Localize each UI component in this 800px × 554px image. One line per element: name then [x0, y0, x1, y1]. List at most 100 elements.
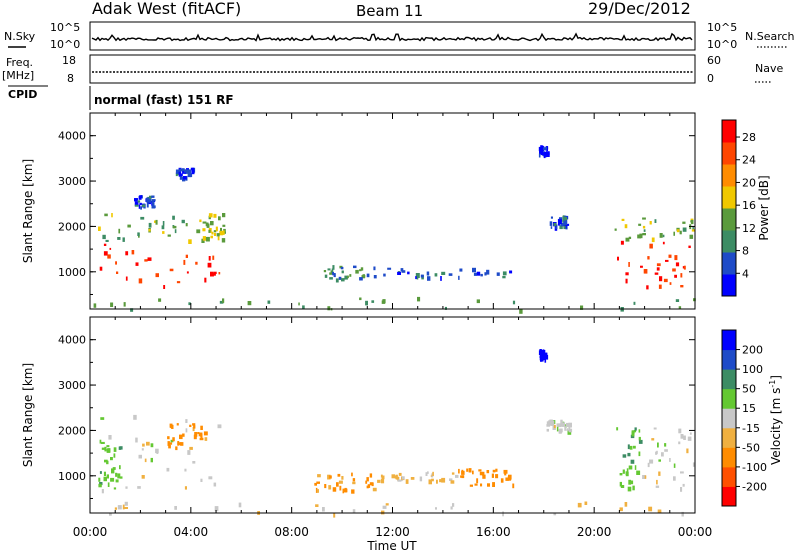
heatmap-cell — [563, 220, 568, 225]
heatmap-cell — [458, 275, 460, 280]
heatmap-cell — [451, 472, 455, 475]
heatmap-cell — [185, 428, 188, 433]
heatmap-cell — [208, 476, 213, 480]
heatmap-cell — [154, 220, 156, 223]
heatmap-cell — [316, 489, 319, 493]
heatmap-cell — [115, 472, 118, 477]
heatmap-cell — [668, 254, 672, 258]
x-tick-label: 00:00 — [678, 525, 713, 539]
heatmap-cell — [539, 349, 542, 352]
velocity-colorbar-segment — [722, 349, 736, 370]
heatmap-cell — [332, 265, 335, 270]
heatmap-cell — [405, 479, 409, 484]
freq-label: Freq. — [6, 56, 33, 69]
heatmap-cell — [141, 204, 145, 208]
nsearch-label: N.Search — [745, 30, 795, 43]
power-colorbar-tick-label: 16 — [742, 199, 756, 212]
heatmap-cell — [664, 443, 667, 447]
heatmap-cell — [178, 169, 180, 173]
heatmap-cell — [146, 203, 149, 208]
heatmap-cell — [682, 221, 686, 224]
velocity-colorbar-label-sup: -1 — [768, 380, 777, 388]
heatmap-cell — [146, 197, 150, 203]
heatmap-cell — [104, 213, 108, 217]
heatmap-cell — [486, 269, 490, 275]
heatmap-cell — [644, 269, 648, 274]
heatmap-cell — [176, 173, 179, 176]
heatmap-cell — [431, 478, 434, 482]
heatmap-cell — [105, 239, 109, 242]
heatmap-cell — [492, 469, 496, 473]
heatmap-cell — [563, 216, 568, 221]
heatmap-cell — [476, 271, 481, 276]
heatmap-cell — [631, 431, 635, 437]
heatmap-cell — [341, 278, 345, 282]
heatmap-cell — [458, 468, 460, 474]
heatmap-cell — [407, 271, 410, 275]
heatmap-cell — [328, 485, 332, 490]
heatmap-cell — [397, 476, 400, 481]
heatmap-cell — [556, 423, 561, 427]
power-colorbar-tick-label: 24 — [742, 154, 756, 167]
heatmap-cell — [333, 512, 336, 518]
heatmap-cell — [110, 302, 114, 307]
heatmap-cell — [638, 436, 641, 441]
velocity-colorbar-tick-label: -50 — [742, 441, 760, 454]
heatmap-cell — [690, 219, 694, 225]
heatmap-cell — [401, 270, 406, 273]
heatmap-cell — [466, 468, 469, 472]
heatmap-cell — [208, 215, 211, 220]
heatmap-cell — [638, 439, 643, 444]
heatmap-cell — [682, 227, 687, 232]
heatmap-cell — [397, 271, 401, 275]
heatmap-cell — [339, 485, 342, 491]
heatmap-cell — [106, 460, 109, 465]
heatmap-cell — [223, 230, 225, 235]
heatmap-cell — [103, 251, 108, 256]
heatmap-cell — [151, 195, 155, 198]
heatmap-cell — [141, 448, 144, 451]
y-tick-label: 1000 — [58, 470, 86, 483]
heatmap-cell — [134, 201, 139, 207]
heatmap-cell — [649, 221, 652, 225]
heatmap-cell — [669, 282, 672, 285]
heatmap-cell — [204, 437, 208, 441]
heatmap-cell — [202, 221, 207, 224]
y-tick-label: 1000 — [58, 266, 86, 279]
heatmap-cell — [566, 422, 570, 428]
velocity-colorbar-segment — [722, 466, 736, 487]
heatmap-cell — [631, 430, 635, 434]
heatmap-cell — [327, 306, 331, 311]
heatmap-cell — [329, 272, 333, 275]
heatmap-cell — [178, 171, 182, 177]
heatmap-cell — [484, 272, 487, 276]
power-colorbar-segment — [722, 164, 736, 187]
heatmap-cell — [99, 439, 102, 444]
heatmap-cell — [550, 421, 554, 426]
freq-unit: [MHz] — [2, 69, 34, 82]
heatmap-cell — [472, 267, 476, 273]
heatmap-cell — [208, 213, 213, 218]
heatmap-cell — [316, 481, 320, 484]
heatmap-cell — [492, 482, 495, 487]
heatmap-cell — [144, 458, 147, 463]
heatmap-cell — [543, 354, 545, 360]
y-tick-label: 4000 — [58, 130, 86, 143]
heatmap-cell — [204, 277, 207, 283]
heatmap-cell — [674, 255, 678, 261]
heatmap-cell — [540, 356, 543, 362]
heatmap-cell — [341, 476, 344, 480]
heatmap-cell — [206, 223, 210, 228]
heatmap-cell — [553, 424, 556, 429]
heatmap-cell — [659, 276, 663, 282]
heatmap-cell — [410, 477, 415, 480]
velocity-colorbar-label-main: Velocity [m s — [769, 388, 783, 465]
heatmap-cell — [148, 198, 152, 203]
heatmap-cell — [201, 238, 205, 243]
heatmap-cell — [210, 221, 214, 226]
heatmap-cell — [168, 444, 171, 449]
heatmap-cell — [625, 237, 630, 242]
heatmap-cell — [212, 255, 215, 260]
heatmap-cell — [543, 147, 547, 151]
heatmap-cell — [102, 234, 106, 240]
